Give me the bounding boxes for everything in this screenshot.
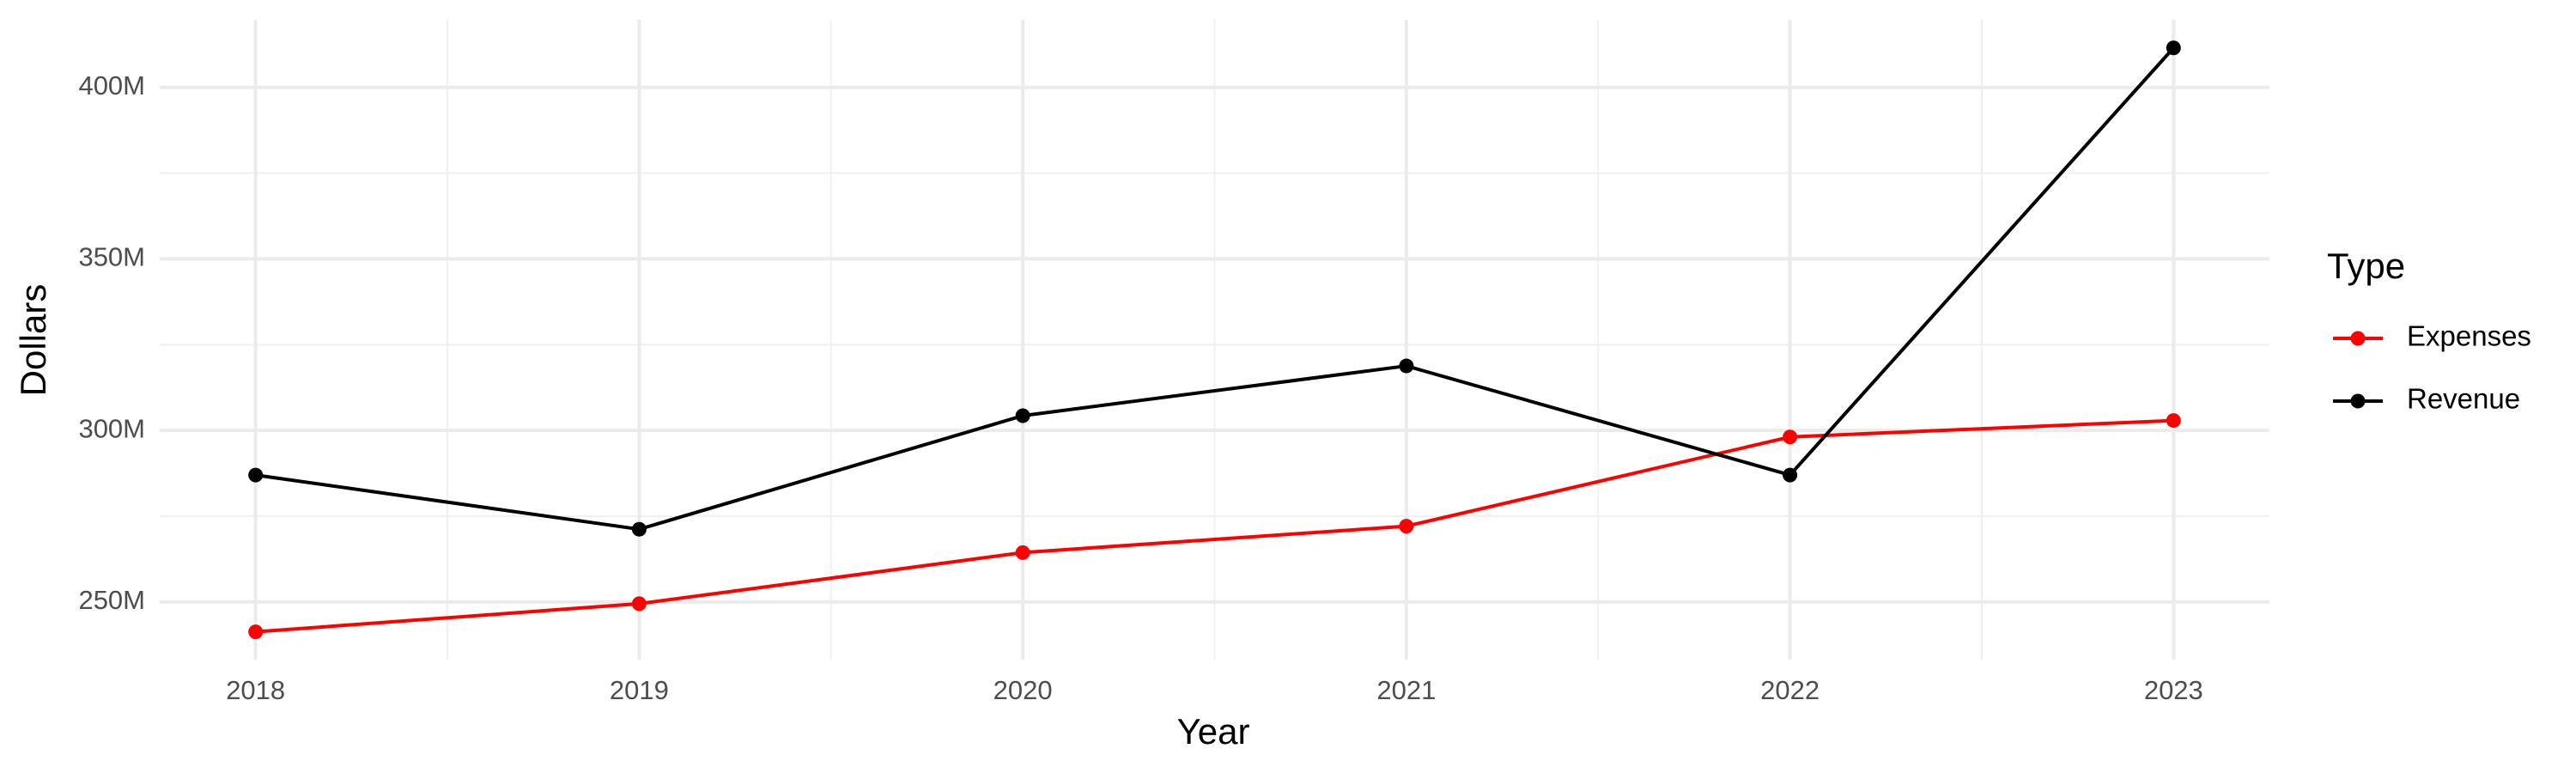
y-tick-label: 300M	[78, 413, 145, 443]
data-point	[1783, 467, 1798, 483]
data-point	[2166, 413, 2181, 429]
legend-title: Type	[2327, 246, 2405, 286]
data-point	[2166, 40, 2181, 56]
data-point	[631, 521, 647, 537]
series-line	[255, 418, 2174, 634]
x-tick-label: 2022	[1760, 675, 1820, 705]
y-tick-label: 400M	[78, 70, 145, 100]
x-tick-label: 2020	[993, 675, 1053, 705]
legend-point	[2350, 331, 2366, 346]
series-line	[255, 46, 2175, 532]
legend-label: Expenses	[2407, 320, 2531, 352]
x-tick-label: 2023	[2144, 675, 2203, 705]
data-point	[1399, 358, 1414, 374]
x-tick-label: 2021	[1376, 675, 1436, 705]
y-tick-label: 250M	[78, 585, 145, 615]
data-point	[248, 624, 264, 640]
x-tick-label: 2019	[610, 675, 669, 705]
data-point	[1015, 545, 1030, 560]
data-point	[1399, 519, 1414, 534]
x-tick-label: 2018	[226, 675, 285, 705]
legend-point	[2350, 393, 2366, 409]
x-axis-title: Year	[1177, 711, 1250, 752]
y-tick-label: 350M	[78, 242, 145, 272]
y-axis-title: Dollars	[13, 284, 53, 397]
data-point	[1015, 408, 1030, 423]
data-point	[631, 596, 647, 612]
data-point	[248, 467, 264, 483]
data-point	[1783, 429, 1798, 445]
legend-label: Revenue	[2407, 383, 2520, 415]
